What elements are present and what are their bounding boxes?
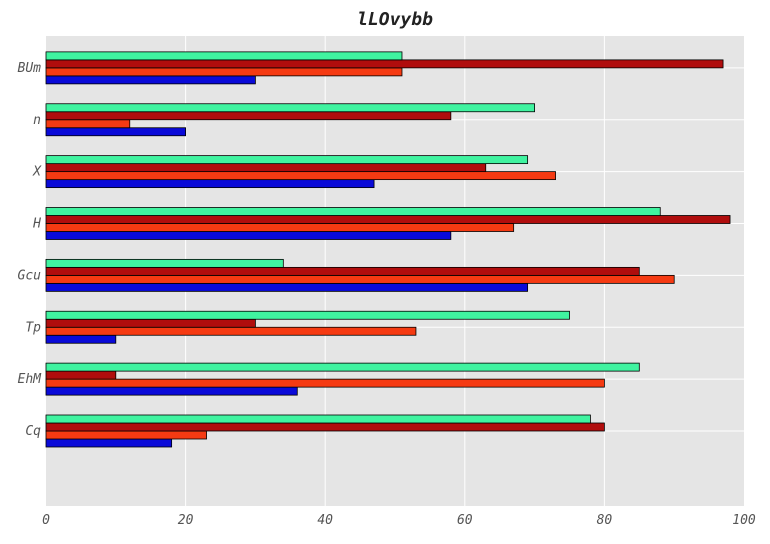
bar [45,119,131,129]
bar [45,51,403,61]
bar [45,282,529,292]
bar [45,310,570,320]
y-tick-label: EhM [18,372,43,387]
bar [45,266,640,276]
bar [45,414,591,424]
x-tick-label: 0 [42,513,50,528]
bar [45,362,640,372]
tick-labels: 0 20 40 60 80 100 Cq EhM Tp Gcu H Xn BUm [18,61,756,528]
bar [45,171,556,181]
bar [45,155,529,165]
bar [45,59,724,69]
bar [45,179,375,189]
x-tick-label: 100 [732,513,756,528]
x-tick-label: 20 [178,513,194,528]
y-tick-label: Tp [25,320,41,335]
bar [45,103,536,113]
y-tick-label: X [32,165,42,180]
bar [45,438,173,448]
bar [45,258,284,268]
bars [45,51,731,448]
bar [45,67,403,77]
bar [45,274,675,284]
bar [45,386,298,396]
bar [45,207,661,216]
y-tick-label: Cq [25,424,41,439]
y-tick-label: BUm [18,61,42,76]
bar [45,422,605,432]
bar [45,378,605,388]
bar [45,231,452,240]
chart-title: lLOvybb [357,9,433,30]
x-tick-label: 40 [317,513,333,528]
x-tick-label: 60 [457,513,473,528]
bar [45,370,117,380]
bar [45,223,515,232]
bar [45,215,731,224]
x-tick-label: 80 [597,513,613,528]
bar [45,318,256,328]
bar [45,326,417,336]
bar [45,334,117,344]
bar [45,430,207,440]
bar [45,75,256,85]
y-tick-label: H [32,217,41,232]
bar [45,163,487,173]
y-tick-label: n [33,113,41,128]
bar [45,111,452,121]
bar [45,127,187,137]
y-tick-label: Gcu [18,268,42,283]
